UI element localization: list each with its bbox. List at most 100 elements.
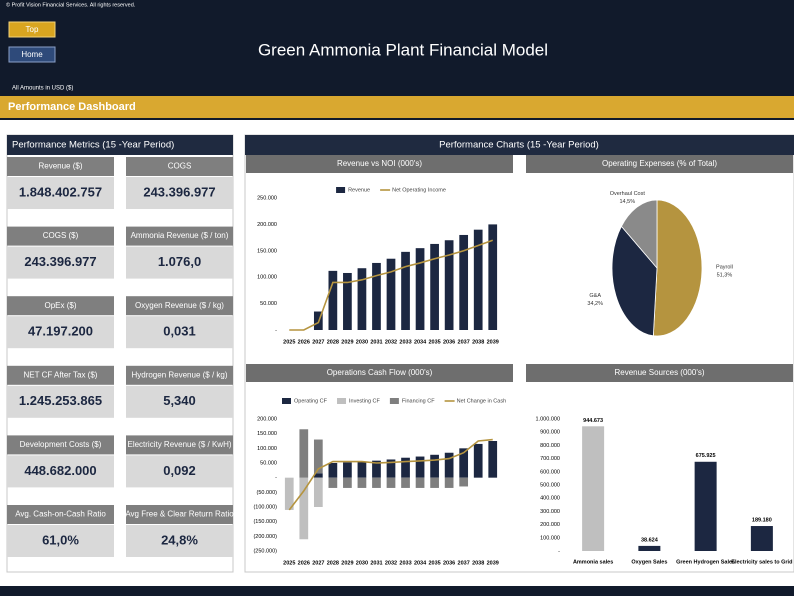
y-tick-label: 200.000	[257, 222, 277, 228]
bar	[284, 477, 294, 510]
metric-label: Ammonia Revenue ($ / ton)	[131, 231, 229, 240]
bar	[313, 477, 323, 507]
y-tick-label: 600.000	[540, 469, 560, 475]
x-tick-label: 2032	[385, 339, 397, 345]
y-tick-label: 100.000	[257, 446, 277, 452]
x-tick-label: 2030	[356, 560, 368, 566]
legend-label: Net Change in Cash	[457, 398, 507, 404]
bar	[313, 439, 323, 474]
y-tick-label: -	[558, 548, 560, 554]
metric-label: NET CF After Tax ($)	[24, 370, 98, 379]
bar	[299, 477, 309, 540]
x-tick-label: Electricity sales to Grid	[731, 559, 792, 565]
bar	[444, 477, 454, 488]
x-tick-label: 2027	[312, 560, 324, 566]
metric-value-bg	[126, 455, 233, 488]
bar	[357, 477, 367, 488]
y-tick-label: 900.000	[540, 430, 560, 436]
y-tick-label: 50.000	[260, 301, 277, 307]
legend-label: Revenue	[348, 187, 370, 193]
bar	[430, 243, 439, 330]
x-tick-label: 2031	[370, 339, 382, 345]
y-tick-label: 50.000	[260, 460, 277, 466]
y-tick-label: 150.000	[257, 431, 277, 437]
metric-label-bg	[7, 226, 114, 246]
bar	[430, 454, 439, 478]
x-tick-label: Ammonia sales	[573, 559, 613, 565]
metric-value-bg	[7, 177, 114, 209]
metric-label-bg	[126, 296, 233, 316]
y-tick-label: 250.000	[257, 195, 277, 201]
bar	[328, 477, 338, 488]
bar	[415, 248, 425, 330]
metric-value: 0,031	[163, 324, 196, 339]
line	[288, 438, 493, 511]
x-tick-label: 2032	[385, 560, 397, 566]
value-label: 944.673	[583, 418, 603, 424]
x-tick-label: 2030	[356, 339, 368, 345]
y-tick-label: 300.000	[540, 509, 560, 515]
legend-swatch	[337, 398, 347, 404]
charts-title: Performance Charts (15 -Year Period)	[439, 140, 599, 151]
metric-label-bg	[126, 157, 233, 176]
pie-value-label: 51,3%	[717, 273, 733, 279]
metric-label: Avg. Cash-on-Cash Ratio	[15, 510, 106, 519]
metric-label-bg	[7, 296, 114, 316]
top-button[interactable]	[8, 21, 56, 38]
legend-swatch	[389, 398, 399, 404]
metric-label-bg	[7, 435, 114, 455]
y-tick-label: 100.000	[257, 275, 277, 281]
metric-value: 1.245.253.865	[19, 393, 102, 408]
chart-header	[246, 364, 513, 382]
x-tick-label: 2029	[341, 339, 353, 345]
home-button[interactable]	[8, 46, 56, 63]
x-tick-label: 2033	[399, 339, 411, 345]
bar	[473, 229, 483, 330]
bar	[488, 224, 498, 330]
bar	[372, 477, 381, 488]
y-tick-label: -	[275, 327, 277, 333]
metric-value-bg	[7, 316, 114, 349]
metric-label: Revenue ($)	[38, 162, 82, 171]
bar	[313, 473, 323, 478]
x-tick-label: 2035	[428, 339, 440, 345]
x-tick-label: 2029	[341, 560, 353, 566]
bar	[357, 461, 367, 478]
metrics-header	[7, 135, 233, 155]
legend-swatch	[282, 398, 291, 404]
home-button-label[interactable]: Home	[21, 50, 43, 59]
metrics-title: Performance Metrics (15 -Year Period)	[12, 140, 174, 151]
y-tick-label: (50.000)	[257, 490, 278, 496]
bar	[694, 461, 717, 551]
metric-label: Oxygen Revenue ($ / kg)	[135, 301, 224, 310]
metric-label: COGS ($)	[43, 231, 79, 240]
x-tick-label: 2034	[414, 339, 427, 345]
bar	[444, 240, 454, 330]
bar	[343, 477, 352, 488]
metric-value: 243.396.977	[143, 184, 215, 199]
bar	[430, 477, 439, 488]
metric-value-bg	[126, 316, 233, 349]
x-tick-label: 2035	[428, 560, 440, 566]
x-tick-label: 2026	[298, 339, 310, 345]
metric-value: 61,0%	[42, 532, 79, 547]
y-tick-label: 100.000	[540, 535, 560, 541]
metric-value: 47.197.200	[28, 324, 93, 339]
charts-header	[245, 135, 794, 155]
bar	[750, 526, 773, 551]
currency-note: All Amounts in USD ($)	[12, 86, 73, 92]
x-tick-label: 2038	[472, 560, 484, 566]
metric-value-bg	[126, 525, 233, 557]
y-tick-label: (150.000)	[253, 519, 277, 525]
top-button-label[interactable]: Top	[26, 25, 39, 34]
y-tick-label: 150.000	[257, 248, 277, 254]
x-tick-label: 2028	[327, 339, 339, 345]
legend-label: Investing CF	[349, 398, 381, 404]
metric-label: COGS	[168, 162, 192, 171]
y-tick-label: 700.000	[540, 456, 560, 462]
pie-slice	[620, 199, 658, 270]
chart-title: Revenue Sources (000's)	[614, 368, 704, 377]
bar	[357, 268, 367, 330]
section-bar	[0, 96, 794, 118]
